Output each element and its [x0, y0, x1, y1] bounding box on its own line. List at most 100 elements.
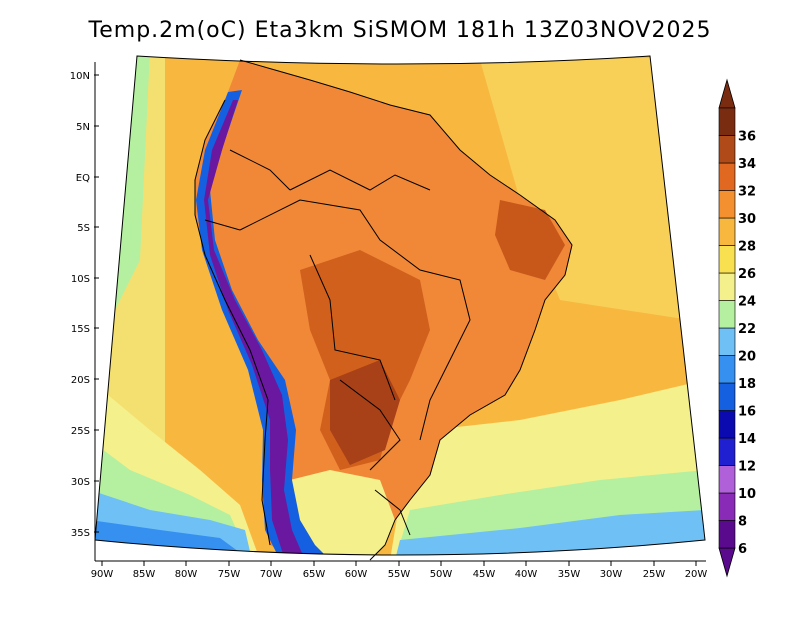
svg-text:60W: 60W: [345, 569, 368, 580]
bolivia-border: [309, 254, 396, 401]
colorbar-label: 16: [738, 405, 756, 420]
y-tick: EQ: [76, 173, 99, 184]
svg-text:50W: 50W: [430, 569, 453, 580]
y-axis: 10N 5N EQ 5S 10S 15S 20S 25S 30S 35S: [70, 71, 99, 539]
brazil-border: [239, 199, 471, 441]
svg-text:35W: 35W: [558, 569, 581, 580]
map-title: Temp.2m(oC) Eta3km SiSMOM 181h 13Z03NOV2…: [88, 18, 712, 43]
domain-border: [94, 55, 706, 556]
x-tick: 45W: [473, 561, 496, 580]
svg-text:15S: 15S: [71, 324, 90, 335]
colorbar-label: 20: [738, 350, 756, 365]
colorbar-segment: [718, 272, 736, 301]
x-tick: 70W: [260, 561, 283, 580]
x-tick: 80W: [175, 561, 198, 580]
x-tick: 25W: [643, 561, 666, 580]
svg-text:90W: 90W: [91, 569, 114, 580]
x-tick: 40W: [515, 561, 538, 580]
colorbar-segment: [718, 492, 736, 521]
coastline-west: [194, 99, 271, 546]
x-tick: 35W: [558, 561, 581, 580]
country-borders: [194, 59, 573, 561]
svg-text:75W: 75W: [218, 569, 241, 580]
coastline-east: [239, 59, 573, 561]
colorbar-segment: [718, 327, 736, 356]
x-tick: 90W: [91, 561, 114, 580]
svg-text:40W: 40W: [515, 569, 538, 580]
colorbar-label: 24: [738, 295, 756, 310]
colorbar-segment: [718, 190, 736, 219]
svg-text:35S: 35S: [71, 528, 90, 539]
colorbar-label: 18: [738, 377, 756, 392]
colorbar-label: 36: [738, 130, 756, 145]
svg-text:10S: 10S: [71, 274, 90, 285]
svg-text:30W: 30W: [600, 569, 623, 580]
colorbar-label: 22: [738, 322, 756, 337]
svg-text:55W: 55W: [388, 569, 411, 580]
colorbar-segment: [718, 382, 736, 411]
colorbar-label: 14: [738, 432, 756, 447]
colorbar-segment: [718, 410, 736, 439]
colorbar-segment: [718, 107, 736, 136]
y-tick: 5N: [76, 122, 99, 133]
northeast-hot-zone: [495, 200, 565, 280]
guianas-border: [289, 169, 431, 191]
svg-text:70W: 70W: [260, 569, 283, 580]
x-tick: 50W: [430, 561, 453, 580]
forecast-domain: [95, 56, 705, 555]
svg-text:20W: 20W: [685, 569, 708, 580]
colorbar-label: 26: [738, 267, 756, 282]
colorbar-segment: [718, 465, 736, 494]
andes-cold-strip: [196, 90, 330, 555]
svg-text:85W: 85W: [133, 569, 156, 580]
uruguay-border: [374, 489, 411, 536]
x-tick: 20W: [685, 561, 708, 580]
tropical-atlantic-zone: [480, 58, 690, 320]
svg-text:5N: 5N: [76, 122, 90, 133]
colorbar: 6 8 10 12 14 16 18 20 22 24 26 28 30 32 34 36: [718, 78, 756, 578]
x-tick: 30W: [600, 561, 623, 580]
x-tick: 65W: [303, 561, 326, 580]
colorbar-label: 8: [738, 515, 747, 530]
svg-text:65W: 65W: [303, 569, 326, 580]
colorbar-segment: [718, 355, 736, 384]
svg-text:30S: 30S: [71, 477, 90, 488]
southern-cone-cool: [285, 470, 395, 555]
svg-text:EQ: EQ: [76, 173, 90, 184]
colorbar-min-arrow: [718, 547, 736, 578]
colorbar-label: 34: [738, 157, 756, 172]
paraguay-border: [339, 379, 401, 471]
x-tick: 85W: [133, 561, 156, 580]
colorbar-label: 30: [738, 212, 756, 227]
colorbar-max-arrow: [718, 78, 736, 109]
colorbar-segment: [718, 217, 736, 246]
x-tick: 75W: [218, 561, 241, 580]
svg-text:25W: 25W: [643, 569, 666, 580]
svg-text:80W: 80W: [175, 569, 198, 580]
ecuador-border: [204, 219, 241, 231]
y-tick: 5S: [77, 223, 99, 234]
svg-text:45W: 45W: [473, 569, 496, 580]
colorbar-segment: [718, 300, 736, 329]
svg-text:5S: 5S: [77, 223, 90, 234]
x-tick: 55W: [388, 561, 411, 580]
colorbar-segment: [718, 520, 736, 549]
colorbar-label: 28: [738, 240, 756, 255]
colorbar-label: 10: [738, 487, 756, 502]
colorbar-segment: [718, 135, 736, 164]
svg-text:20S: 20S: [71, 375, 90, 386]
hottest-zone: [330, 360, 400, 465]
colorbar-label: 32: [738, 185, 756, 200]
svg-text:10N: 10N: [70, 71, 90, 82]
svg-text:25S: 25S: [71, 426, 90, 437]
x-axis: 90W 85W 80W 75W 70W 65W 60W 55W 50W 45W …: [91, 560, 708, 580]
colorbar-label: 12: [738, 460, 756, 475]
colorbar-label: 6: [738, 542, 747, 557]
colorbar-segment: [718, 245, 736, 274]
andes-core: [204, 100, 305, 555]
colorbar-segment: [718, 437, 736, 466]
colombia-border: [229, 149, 291, 191]
x-tick: 60W: [345, 561, 368, 580]
colorbar-segment: [718, 162, 736, 191]
